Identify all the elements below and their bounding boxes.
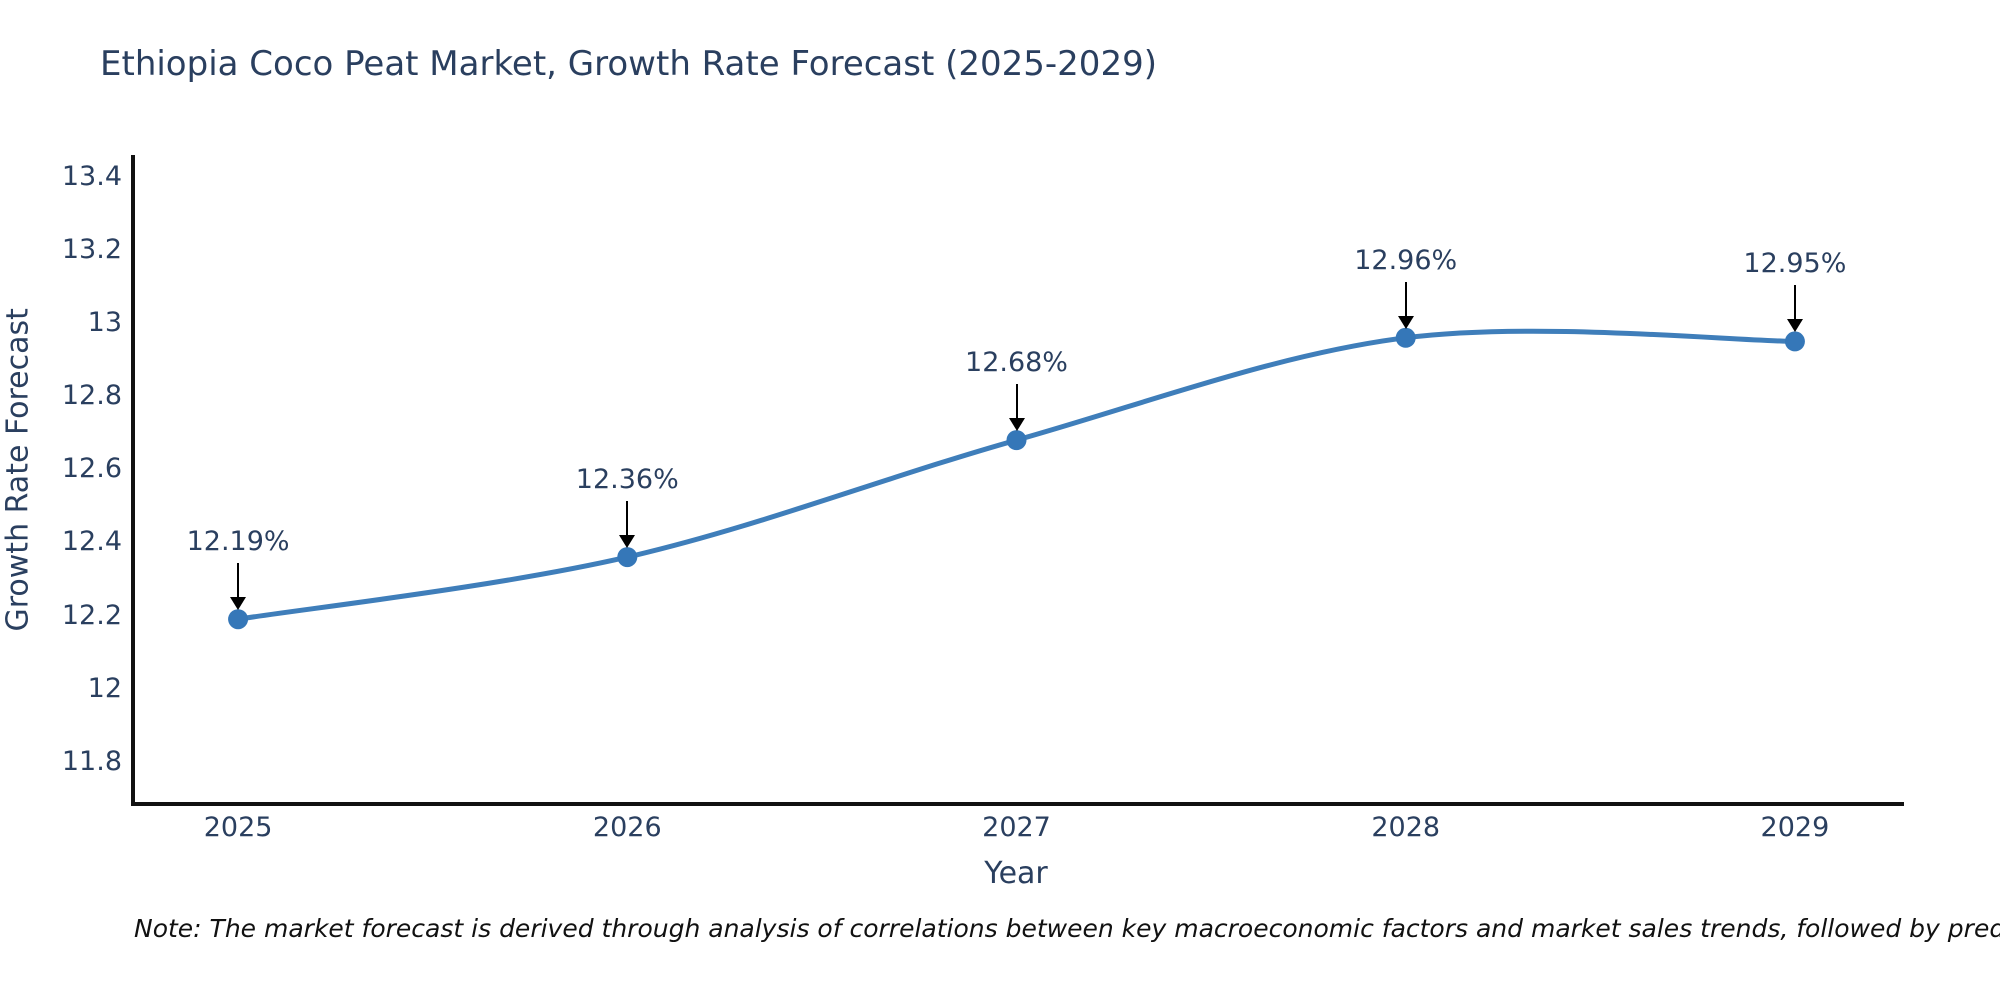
annotation-arrowhead-icon	[1008, 418, 1025, 432]
data-point-marker	[617, 547, 638, 568]
annotation-arrowhead-icon	[1397, 315, 1414, 329]
y-tick-label: 12	[87, 672, 122, 704]
annotation-arrowhead-icon	[1786, 319, 1803, 333]
point-value-label: 12.36%	[575, 464, 679, 496]
point-annotation: 12.96%	[1331, 244, 1481, 330]
x-tick-label: 2028	[1371, 812, 1441, 843]
x-axis-line	[131, 802, 1904, 806]
point-value-label: 12.96%	[1354, 244, 1458, 276]
point-value-label: 12.95%	[1743, 248, 1847, 280]
point-value-label: 12.19%	[186, 526, 290, 558]
y-tick-label: 13.2	[61, 234, 122, 266]
y-tick-label: 12.2	[61, 599, 122, 631]
annotation-arrowhead-icon	[619, 535, 636, 549]
chart-title: Ethiopia Coco Peat Market, Growth Rate F…	[100, 44, 1157, 84]
data-point-marker	[228, 609, 249, 630]
annotation-arrow	[1015, 384, 1018, 421]
point-annotation: 12.36%	[552, 465, 702, 549]
annotation-arrowhead-icon	[230, 597, 247, 611]
x-tick-label: 2027	[982, 812, 1051, 843]
y-axis-line	[131, 155, 135, 806]
data-point-marker	[1006, 430, 1027, 451]
annotation-arrow	[237, 563, 240, 600]
annotation-arrow	[626, 501, 629, 538]
data-point-marker	[1395, 327, 1416, 348]
y-tick-label: 11.8	[61, 745, 122, 777]
point-annotation: 12.19%	[163, 527, 313, 611]
point-value-label: 12.68%	[965, 347, 1068, 379]
y-tick-label: 13.4	[61, 160, 122, 192]
y-tick-label: 12.6	[61, 453, 122, 485]
annotation-arrow	[1404, 281, 1407, 318]
x-axis-title: Year	[984, 856, 1048, 891]
x-tick-label: 2029	[1760, 812, 1830, 843]
y-tick-label: 12.4	[61, 526, 122, 558]
annotation-arrow	[1793, 285, 1796, 322]
y-tick-label: 12.8	[61, 380, 122, 412]
data-point-marker	[1784, 331, 1805, 352]
x-tick-label: 2025	[203, 812, 273, 843]
y-tick-label: 13	[87, 307, 122, 339]
x-tick-label: 2026	[592, 812, 662, 843]
point-annotation: 12.95%	[1720, 249, 1870, 333]
footnote: Note: The market forecast is derived thr…	[134, 914, 2000, 943]
point-annotation: 12.68%	[942, 348, 1092, 432]
